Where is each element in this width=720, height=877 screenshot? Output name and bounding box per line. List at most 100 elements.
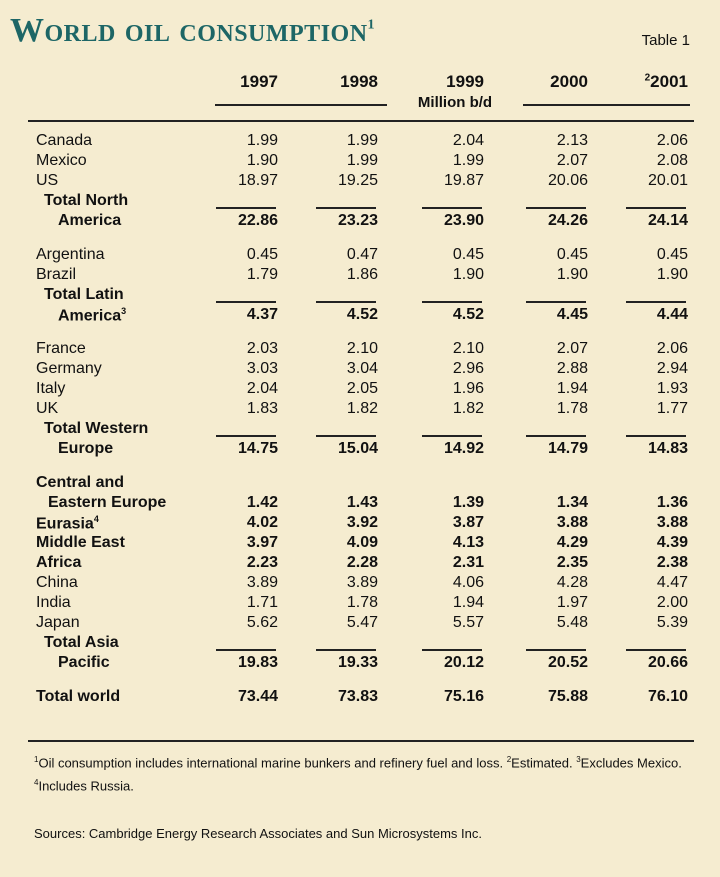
table-cell: 2.07 (556, 152, 588, 169)
table-row: 1.42 1.43 1.39 1.34 1.36 (0, 494, 720, 514)
subtotal-rule (316, 435, 376, 437)
table-cell: 1.99 (452, 152, 484, 169)
table-cell: 2.13 (556, 132, 588, 149)
table-cell: 3.89 (346, 574, 378, 591)
table-cell: 5.57 (452, 614, 484, 631)
unit-label: Million b/d (417, 94, 493, 111)
subtotal-rule (626, 649, 686, 651)
table-cell: 1.90 (246, 152, 278, 169)
row-label-text: Africa (36, 554, 82, 571)
table-row-label-line: Canada (0, 132, 720, 152)
table-row-label-line: US (0, 172, 720, 192)
row-label: Total Asia (44, 634, 119, 652)
row-label: Italy (36, 380, 65, 398)
row-label: China (36, 574, 78, 592)
table-cell: 1.99 (246, 132, 278, 149)
row-label: America3 (58, 306, 126, 325)
footnote-2-text: Estimated. (511, 755, 577, 771)
table-cell: 2.08 (656, 152, 688, 169)
table-cell: 23.90 (443, 212, 484, 229)
table-cell: 4.39 (656, 534, 688, 551)
row-label: Eurasia4 (36, 514, 99, 533)
subtotal-rule (216, 435, 276, 437)
unit-row: Million b/d (215, 94, 690, 114)
table-cell: 1.90 (452, 266, 484, 283)
row-label: Total world (36, 688, 120, 706)
row-footnote-marker: 3 (121, 306, 127, 316)
table-row-label-line: Brazil (0, 266, 720, 286)
year-footnote-marker: 2 (644, 72, 651, 84)
row-footnote-marker: 4 (93, 514, 99, 524)
row-label: Total Latin (44, 286, 124, 304)
row-label: Total North (44, 192, 128, 210)
table-cell: 1.78 (346, 594, 378, 611)
table-row-label-line: Eurasia4 (0, 514, 720, 534)
subtotal-rule (316, 207, 376, 209)
subtotal-rule (422, 207, 482, 209)
table-row-label-line: UK (0, 400, 720, 420)
table-cell: 2.10 (452, 340, 484, 357)
table-cell: 2.00 (656, 594, 688, 611)
table-row-label-line: Total North (0, 192, 720, 212)
table-cell: 1.90 (656, 266, 688, 283)
table-cell: 19.87 (443, 172, 484, 189)
table-cell: 2.04 (452, 132, 484, 149)
table-cell: 1.42 (246, 494, 278, 511)
row-label-text: Total Latin (44, 286, 124, 303)
table-cell: 1.99 (346, 132, 378, 149)
footnote-2-marker: 2 (506, 755, 512, 764)
table-cell: 0.45 (452, 246, 484, 263)
year-label: 1998 (340, 72, 378, 91)
table-cell: 20.01 (647, 172, 688, 189)
table-cell: 4.13 (452, 534, 484, 551)
row-label: Argentina (36, 246, 105, 264)
subtotal-rule (216, 649, 276, 651)
subtotal-rule (422, 649, 482, 651)
table-cell: 20.52 (547, 654, 588, 671)
row-label: Africa (36, 554, 81, 572)
row-label-text: India (36, 594, 71, 611)
subtotal-rule (626, 301, 686, 303)
table-cell: 1.96 (452, 380, 484, 397)
table-row: 19.83 19.33 20.12 20.52 20.66 (0, 654, 720, 674)
table-cell: 2.04 (246, 380, 278, 397)
table-cell: 1.82 (452, 400, 484, 417)
table-row-label-line: Middle East (0, 534, 720, 554)
row-label: Eastern Europe (48, 494, 166, 512)
table-cell: 2.31 (452, 554, 484, 571)
row-label-text: Pacific (58, 654, 110, 671)
subtotal-rule (526, 435, 586, 437)
table-cell: 4.28 (556, 574, 588, 591)
year-label: 1999 (446, 72, 484, 91)
table-cell: 4.09 (346, 534, 378, 551)
table-row-label-line: Italy (0, 380, 720, 400)
table-cell: 76.10 (647, 688, 688, 705)
row-label-text: Eastern Europe (48, 494, 167, 511)
table-cell: 2.07 (556, 340, 588, 357)
table-row: 4.37 4.52 4.52 4.45 4.44 (0, 306, 720, 326)
subtotal-rule (422, 301, 482, 303)
table-cell: 3.87 (452, 514, 484, 531)
table-row: 1.79 1.86 1.90 1.90 1.90 (0, 266, 720, 286)
table-cell: 2.03 (246, 340, 278, 357)
row-label-text: Mexico (36, 152, 87, 169)
table-cell: 2.23 (246, 554, 278, 571)
row-label: Germany (36, 360, 102, 378)
table-cell: 4.29 (556, 534, 588, 551)
row-label-text: Middle East (36, 534, 125, 551)
table-cell: 2.10 (346, 340, 378, 357)
table-row: 73.44 73.83 75.16 75.88 76.10 (0, 688, 720, 708)
table-cell: 1.78 (556, 400, 588, 417)
table-row: 14.75 15.04 14.92 14.79 14.83 (0, 440, 720, 460)
table-cell: 1.94 (556, 380, 588, 397)
table-cell: 19.83 (237, 654, 278, 671)
year-header-3: 2000 (493, 72, 588, 92)
table-title: World oil consumption1 (10, 12, 376, 49)
year-header-0: 1997 (183, 72, 278, 92)
table-row-label-line: Eastern Europe (0, 494, 720, 514)
table-cell: 1.39 (452, 494, 484, 511)
table-row-label-line: Europe (0, 440, 720, 460)
table-row: 2.04 2.05 1.96 1.94 1.93 (0, 380, 720, 400)
row-label: Japan (36, 614, 80, 632)
table-row-label-line: Total world (0, 688, 720, 708)
